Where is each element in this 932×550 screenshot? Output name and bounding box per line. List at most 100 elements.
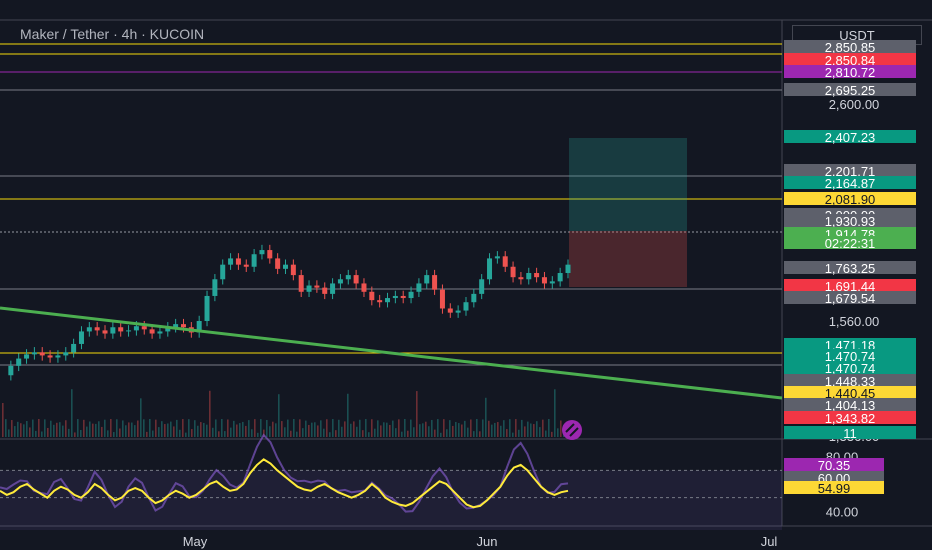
volume-bar: [515, 419, 517, 437]
volume-bar: [317, 425, 319, 437]
volume-bar: [101, 426, 103, 437]
volume-bar: [44, 419, 46, 437]
volume-bar: [431, 419, 433, 437]
volume-bar: [449, 420, 451, 437]
volume-bar: [500, 425, 502, 437]
price-tag-bg: [784, 176, 916, 189]
candle-body: [16, 358, 22, 366]
volume-bar: [512, 432, 514, 437]
volume-bar: [362, 430, 364, 437]
price-tag-bg: [784, 83, 916, 96]
volume-bar: [215, 419, 217, 437]
price-tag: 02:22:31: [784, 236, 916, 251]
volume-bar: [434, 429, 436, 437]
volume-bar: [104, 419, 106, 437]
volume-bar: [374, 428, 376, 437]
volume-bar: [344, 421, 346, 437]
candle-body: [63, 352, 69, 356]
candle-body: [196, 321, 202, 333]
price-tag-label: 2,850.84: [825, 53, 876, 68]
volume-bar: [26, 420, 28, 437]
candle-body: [510, 266, 516, 278]
volume-bar: [245, 425, 247, 437]
candle-body: [463, 302, 469, 311]
volume-bar: [263, 429, 265, 437]
volume-bar: [476, 419, 478, 437]
volume-bar: [233, 420, 235, 437]
price-tag-bg: [784, 374, 916, 387]
volume-bar: [275, 423, 277, 437]
price-tag-label: 1,470.74: [825, 361, 876, 376]
candle-body: [345, 275, 351, 280]
candle-body: [541, 277, 547, 284]
volume-bar: [182, 419, 184, 437]
candle-body: [78, 331, 84, 344]
volume-bar: [188, 419, 190, 437]
volume-bar: [203, 422, 205, 437]
volume-bar: [143, 419, 145, 437]
candle-body: [290, 264, 296, 276]
price-tag: 1,930.93: [784, 214, 916, 229]
volume-bar: [302, 428, 304, 437]
volume-bar: [176, 419, 178, 437]
price-tag-label: 1,440.45: [825, 386, 876, 401]
volume-bar: [545, 430, 547, 437]
candle-body: [337, 279, 343, 284]
volume-bar: [155, 419, 157, 437]
volume-bar: [95, 423, 97, 437]
price-tag-label: 1,679.54: [825, 291, 876, 306]
volume-bar: [278, 394, 280, 437]
candle-body: [330, 283, 336, 294]
volume-bar: [230, 427, 232, 437]
price-tag: 1,679.54: [784, 291, 916, 306]
candle-body: [228, 258, 234, 265]
volume-bar: [326, 419, 328, 437]
price-tag: 2,081.90: [784, 192, 916, 207]
volume-bar: [443, 419, 445, 437]
volume-bar: [398, 419, 400, 437]
candle-body: [353, 275, 359, 284]
candle-body: [494, 256, 500, 259]
candle-body: [479, 279, 485, 294]
volume-bar: [548, 419, 550, 437]
volume-bar: [266, 419, 268, 437]
volume-bar: [446, 429, 448, 437]
volume-bar: [422, 423, 424, 437]
volume-bar: [386, 422, 388, 437]
volume-bar: [380, 425, 382, 437]
candle-body: [549, 281, 555, 284]
candle-body: [47, 355, 53, 358]
candle-body: [259, 250, 265, 255]
candle-body: [400, 295, 406, 299]
rsi-tag: 70.35: [784, 458, 884, 473]
candle-body: [180, 324, 186, 328]
volume-bar: [455, 421, 457, 437]
volume-bar: [437, 419, 439, 437]
price-tag-label: 11: [843, 426, 857, 441]
volume-bar: [461, 424, 463, 437]
volume-bar: [404, 419, 406, 437]
volume-bar: [254, 419, 256, 437]
candle-body: [8, 365, 14, 376]
price-tag-label: 1,448.33: [825, 374, 876, 389]
volume-bar: [287, 419, 289, 437]
volume-bar: [23, 424, 25, 437]
price-tag: 1,763.25: [784, 261, 916, 276]
volume-bar: [14, 426, 16, 437]
chart-title: Maker / Tether · 4h · KUCOIN: [20, 26, 205, 42]
candle-body: [502, 256, 508, 267]
volume-bar: [239, 423, 241, 437]
volume-bar: [86, 426, 88, 437]
volume-bar: [89, 421, 91, 437]
volume-bar: [74, 432, 76, 437]
volume-bar: [524, 426, 526, 437]
volume-bar: [197, 425, 199, 437]
candle-body: [126, 330, 132, 332]
volume-bar: [218, 431, 220, 437]
price-tag-label: 02:22:31: [825, 236, 876, 251]
volume-bar: [485, 397, 487, 437]
volume-bar: [191, 429, 193, 437]
volume-bar: [62, 425, 64, 437]
volume-bar: [116, 419, 118, 437]
